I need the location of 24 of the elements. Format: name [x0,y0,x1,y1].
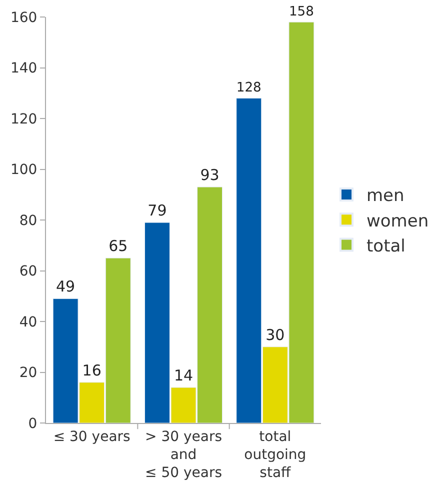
data-label: 79 [148,202,167,220]
legend-label: women [366,211,429,232]
y-tick-label: 160 [10,10,38,26]
legend-label: total [366,236,406,256]
y-tick-label: 120 [10,111,38,128]
data-label: 14 [174,366,194,384]
data-label: 49 [56,278,76,296]
y-tick-label: 20 [19,365,38,382]
data-label: 128 [236,80,262,96]
x-tick-label: total outgoing staff [244,428,306,482]
y-tick-label: 100 [10,162,38,178]
y-tick-label: 80 [19,212,38,229]
legend-label: men [366,186,404,206]
y-tick-label: 0 [28,416,38,432]
data-label: 158 [288,4,314,20]
x-tick-label: > 30 years and ≤ 50 years [145,428,222,482]
y-tick-label: 40 [19,314,38,330]
x-tick-label: ≤ 30 years [53,428,130,445]
y-tick-label: 60 [19,264,38,280]
y-tick-label: 140 [10,60,38,77]
data-label: 30 [266,326,285,344]
data-label: 65 [108,237,128,256]
data-label: 93 [200,166,220,184]
data-label: 16 [82,361,102,380]
